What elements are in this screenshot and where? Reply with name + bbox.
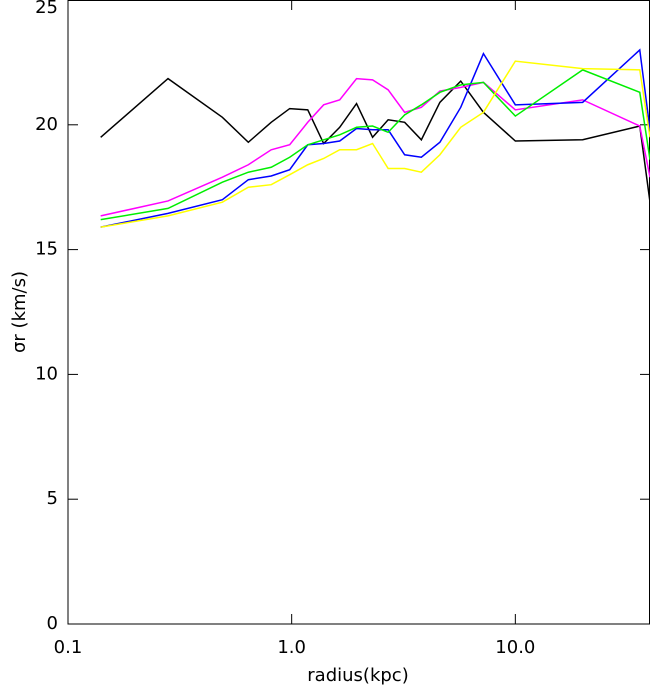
y-tick-label: 15: [35, 239, 58, 260]
plot-frame: [67, 0, 650, 625]
y-tick-label: 5: [47, 488, 58, 509]
series-line: [100, 77, 650, 203]
series-line: [100, 69, 650, 221]
x-tick-label: 0.1: [54, 637, 83, 658]
x-axis-label: radius(kpc): [307, 665, 408, 686]
x-tick-label: 1.0: [277, 637, 306, 658]
x-tick-label: 10.0: [495, 637, 535, 658]
y-tick-label: 0: [47, 613, 58, 634]
y-axis-label: σr (km/s): [9, 271, 30, 353]
series-line: [100, 60, 650, 228]
y-tick-label: 10: [35, 363, 58, 384]
series-line: [100, 48, 650, 228]
y-tick-label: 25: [35, 0, 58, 18]
series-line: [100, 77, 650, 217]
y-tick-label: 20: [35, 114, 58, 135]
